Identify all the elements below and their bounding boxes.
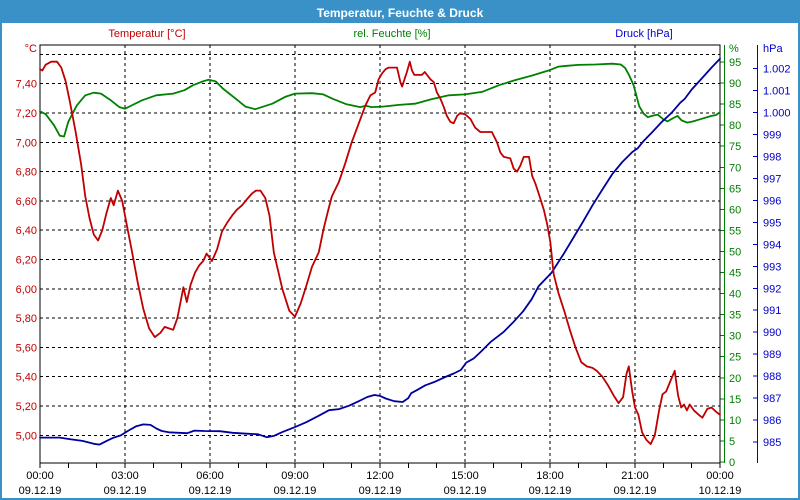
temperature-axis-tick-label: 5,80 xyxy=(16,313,37,325)
temperature-axis-tick-label: 6,40 xyxy=(16,225,37,237)
window-title: Temperatur, Feuchte & Druck xyxy=(316,5,484,20)
temperature-axis-tick-label: 5,40 xyxy=(16,372,37,384)
temperature-axis-tick-label: 6,00 xyxy=(16,284,37,296)
pressure-axis-tick-label: 988 xyxy=(763,371,781,383)
x-axis-time-label: 09:00 xyxy=(281,470,309,482)
legend-pressure: Druck [hPa] xyxy=(615,28,672,40)
pressure-axis-tick-label: 997 xyxy=(763,174,781,186)
x-axis-time-label: 15:00 xyxy=(451,470,479,482)
pressure-axis-tick-label: 1.001 xyxy=(763,86,791,98)
temperature-axis-tick-label: 7,20 xyxy=(16,108,37,120)
legend-temperature: Temperatur [°C] xyxy=(108,28,185,40)
pressure-axis-tick-label: 999 xyxy=(763,130,781,142)
humidity-axis-tick-label: 35 xyxy=(729,310,741,322)
gridlines xyxy=(40,45,720,463)
humidity-axis-unit: % xyxy=(729,43,739,55)
pressure-axis-tick-label: 1.000 xyxy=(763,108,791,120)
humidity-axis-tick-label: 60 xyxy=(729,204,741,216)
temperature-axis-tick-label: 5,20 xyxy=(16,401,37,413)
pressure-axis-tick-label: 995 xyxy=(763,217,781,229)
x-axis-time-label: 00:00 xyxy=(706,470,734,482)
humidity-axis-tick-label: 45 xyxy=(729,268,741,280)
humidity-axis-tick-label: 65 xyxy=(729,183,741,195)
x-axis-date-label: 09.12.19 xyxy=(19,485,62,497)
x-axis-date-label: 09.12.19 xyxy=(614,485,657,497)
humidity-axis-tick-label: 50 xyxy=(729,247,741,259)
x-axis-time-label: 06:00 xyxy=(196,470,224,482)
x-axis-time-label: 03:00 xyxy=(111,470,139,482)
pressure-axis-tick-label: 985 xyxy=(763,437,781,449)
pressure-axis-tick-label: 991 xyxy=(763,305,781,317)
humidity-curve xyxy=(39,62,721,138)
humidity-axis-tick-label: 20 xyxy=(729,373,741,385)
x-axis-time-label: 18:00 xyxy=(536,470,564,482)
x-axis-date-label: 09.12.19 xyxy=(359,485,402,497)
x-axis-labels: 00:00 09.12.19 03:00 09.12.19 06:00 09.12.19 0… xyxy=(19,470,742,497)
temperature-axis-unit: °C xyxy=(25,43,37,55)
humidity-axis-tick-label: 30 xyxy=(729,331,741,343)
pressure-axis-tick-label: 993 xyxy=(763,261,781,273)
pressure-axis-tick-label: 992 xyxy=(763,283,781,295)
pressure-axis-tick-label: 990 xyxy=(763,327,781,339)
humidity-axis-tick-label: 80 xyxy=(729,120,741,132)
humidity-axis-tick-label: 25 xyxy=(729,352,741,364)
x-axis-time-label: 00:00 xyxy=(26,470,54,482)
pressure-axis-tick-label: 1.002 xyxy=(763,64,791,76)
pressure-axis-tick-label: 996 xyxy=(763,195,781,207)
legend: Temperatur [°C] rel. Feuchte [%] Druck [hP… xyxy=(108,28,672,40)
window-title-bar: Temperatur, Feuchte & Druck xyxy=(2,2,798,23)
humidity-axis-tick-label: 5 xyxy=(729,436,735,448)
humidity-axis-tick-label: 75 xyxy=(729,141,741,153)
pressure-curve xyxy=(39,57,721,446)
temperature-axis-tick-label: 6,60 xyxy=(16,196,37,208)
x-axis-date-label: 09.12.19 xyxy=(104,485,147,497)
legend-humidity: rel. Feuchte [%] xyxy=(353,28,430,40)
x-axis-time-label: 21:00 xyxy=(621,470,649,482)
x-axis-ticks xyxy=(39,463,721,468)
pressure-axis-tick-label: 994 xyxy=(763,239,781,251)
temperature-axis-tick-label: 7,00 xyxy=(16,137,37,149)
temperature-axis-tick-label: 6,80 xyxy=(16,167,37,179)
temperature-axis-tick-label: 7,40 xyxy=(16,79,37,91)
humidity-axis-tick-label: 0 xyxy=(729,457,735,469)
x-axis-date-label: 09.12.19 xyxy=(274,485,317,497)
humidity-axis-tick-label: 15 xyxy=(729,394,741,406)
pressure-axis-tick-label: 989 xyxy=(763,349,781,361)
humidity-axis-tick-label: 70 xyxy=(729,162,741,174)
x-axis-date-label: 10.12.19 xyxy=(699,485,742,497)
pressure-axis-tick-label: 987 xyxy=(763,393,781,405)
humidity-axis-tick-label: 85 xyxy=(729,99,741,111)
humidity-axis-tick-label: 55 xyxy=(729,225,741,237)
pressure-axis-tick-label: 986 xyxy=(763,415,781,427)
temperature-axis-tick-label: 5,00 xyxy=(16,430,37,442)
temperature-axis: 7,40 7,20 7,00 6,80 6,60 6,40 6,20 6,00 5,80 5,60… xyxy=(16,43,37,442)
temperature-axis-tick-label: 5,60 xyxy=(16,342,37,354)
temperature-axis-tick-label: 6,20 xyxy=(16,255,37,267)
x-axis-date-label: 09.12.19 xyxy=(529,485,572,497)
humidity-axis-tick-label: 40 xyxy=(729,289,741,301)
humidity-axis-tick-label: 10 xyxy=(729,415,741,427)
humidity-axis-tick-label: 95 xyxy=(729,57,741,69)
pressure-axis-unit: hPa xyxy=(763,43,783,55)
x-axis-date-label: 09.12.19 xyxy=(189,485,232,497)
temperature-curve xyxy=(39,60,721,446)
x-axis-time-label: 12:00 xyxy=(366,470,394,482)
humidity-axis-tick-label: 90 xyxy=(729,78,741,90)
x-axis-date-label: 09.12.19 xyxy=(444,485,487,497)
pressure-axis: 1.002 1.001 1.000 999 998 997 996 995 994 993 992 9… xyxy=(753,43,791,463)
pressure-axis-tick-label: 998 xyxy=(763,152,781,164)
